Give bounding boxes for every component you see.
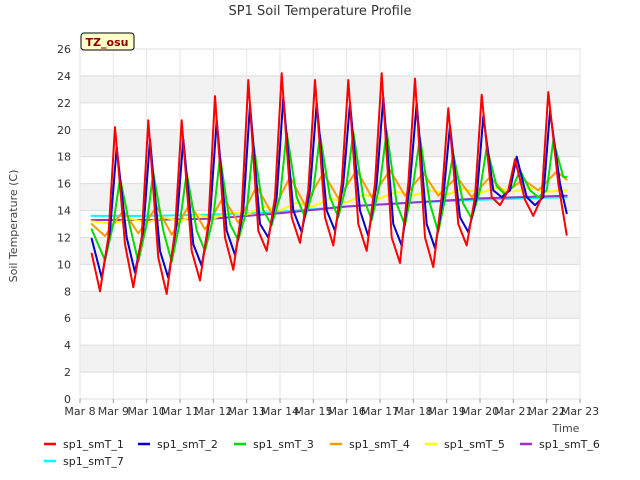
legend-label: sp1_smT_2 [157, 438, 218, 451]
background-band [80, 129, 580, 157]
timezone-label: TZ_osu [86, 36, 129, 49]
series-line-sp1-smT-1 [90, 72, 568, 295]
x-tick-label: Mar 15 [294, 405, 332, 418]
x-tick-label: Mar 18 [394, 405, 432, 418]
y-tick-label: 24 [57, 70, 71, 83]
background-band [80, 291, 580, 319]
y-tick-label: 14 [57, 205, 71, 218]
y-tick-label: 22 [57, 97, 71, 110]
y-axis-label: Soil Temperature (C) [7, 170, 20, 283]
series-lines [90, 72, 568, 295]
legend-label: sp1_smT_7 [63, 455, 124, 468]
x-tick-label: Mar 14 [261, 405, 299, 418]
timezone-badge-box [80, 32, 135, 51]
timezone-badge: TZ_osu [80, 32, 135, 51]
x-tick-label: Mar 21 [494, 405, 532, 418]
legend-label: sp1_smT_5 [444, 438, 505, 451]
x-tick-label: Mar 16 [328, 405, 366, 418]
background-band [80, 49, 580, 76]
y-tick-label: 6 [64, 312, 71, 325]
x-tick-label: Mar 20 [461, 405, 499, 418]
x-tick-label: Mar 12 [194, 405, 232, 418]
legend-label: sp1_smT_6 [539, 438, 600, 451]
x-axis-label: Time [552, 422, 580, 435]
x-tick-label: Mar 11 [161, 405, 199, 418]
background-band [80, 237, 580, 265]
series-line-sp1-smT-3 [90, 130, 568, 263]
x-tick-label: Mar 22 [528, 405, 566, 418]
x-tick-label: Mar 9 [98, 405, 129, 418]
legend-label: sp1_smT_4 [349, 438, 410, 451]
background-band [80, 264, 580, 292]
x-tick-label: Mar 13 [228, 405, 266, 418]
background-band [80, 372, 580, 399]
x-tick-label: Mar 10 [128, 405, 166, 418]
legend-label: sp1_smT_1 [63, 438, 124, 451]
x-tick-label: Mar 19 [428, 405, 466, 418]
x-tick-label: Mar 17 [361, 405, 399, 418]
legend-label: sp1_smT_3 [253, 438, 314, 451]
background-band [80, 318, 580, 346]
legend: sp1_smT_1 sp1_smT_2 sp1_smT_3 sp1_smT_4 sp1_… [44, 438, 600, 468]
x-tick-label: Mar 23 [561, 405, 599, 418]
background-band [80, 345, 580, 373]
y-tick-label: 8 [64, 285, 71, 298]
y-tick-label: 18 [57, 151, 71, 164]
y-tick-label: 20 [57, 124, 71, 137]
y-tick-label: 2 [64, 366, 71, 379]
background-band [80, 75, 580, 103]
y-tick-label: 16 [57, 178, 71, 191]
x-tick-label: Mar 8 [64, 405, 95, 418]
y-tick-label: 12 [57, 231, 71, 244]
y-tick-label: 0 [64, 393, 71, 406]
background-band [80, 156, 580, 184]
background-band [80, 102, 580, 130]
y-tick-label: 4 [64, 339, 71, 352]
y-tick-label: 10 [57, 258, 71, 271]
y-tick-label: 26 [57, 43, 71, 56]
chart-title: SP1 Soil Temperature Profile [229, 4, 412, 19]
